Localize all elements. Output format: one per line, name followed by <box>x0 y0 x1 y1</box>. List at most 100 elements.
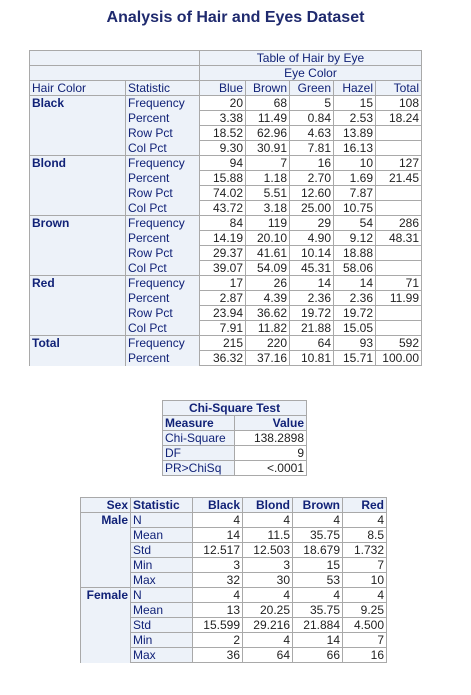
row-group-label: Blond <box>29 155 126 171</box>
table-cell: 39.07 <box>199 260 246 276</box>
table-cell: 12.517 <box>192 542 243 558</box>
table-cell: 4 <box>342 512 387 528</box>
table-cell: 7 <box>342 632 387 648</box>
table-cell: 2.70 <box>289 170 334 186</box>
table-cell: 15.05 <box>333 320 376 336</box>
statistic-label: Row Pct <box>125 305 200 321</box>
table-cell: 23.94 <box>199 305 246 321</box>
column-header: Black <box>192 497 243 513</box>
statistic-label: Row Pct <box>125 245 200 261</box>
table-row: Black Frequency 20 68 5 15 108 <box>29 95 422 111</box>
table-cell: 17 <box>199 275 246 291</box>
table-cell: 10.81 <box>289 350 334 366</box>
sex-stats-table: Sex Statistic Black Blond Brown Red Male N 4 4 4 4… <box>80 497 387 663</box>
sex-group-label <box>80 572 131 588</box>
table-caption: Table of Hair by Eye <box>199 50 422 66</box>
table-row: Male N 4 4 4 4 <box>80 512 387 528</box>
statistic-label: Min <box>130 632 193 648</box>
statistic-label: Col Pct <box>125 200 200 216</box>
table-cell: 18.52 <box>199 125 246 141</box>
row-group-label <box>29 230 126 246</box>
measure-label: Chi-Square <box>162 430 235 446</box>
table-cell: 2 <box>192 632 243 648</box>
table-cell: 2.36 <box>333 290 376 306</box>
stats-header-row: Sex Statistic Black Blond Brown Red <box>80 497 387 513</box>
table-cell: 74.02 <box>199 185 246 201</box>
statistic-label: Std <box>130 617 193 633</box>
sex-group-label: Female <box>80 587 131 603</box>
table-cell <box>375 140 422 156</box>
sex-group-label <box>80 557 131 573</box>
table-cell: 9.30 <box>199 140 246 156</box>
statistic-label: Row Pct <box>125 125 200 141</box>
table-cell <box>375 125 422 141</box>
table-cell: 12.60 <box>289 185 334 201</box>
table-cell: 10.75 <box>333 200 376 216</box>
table-cell: 18.679 <box>292 542 343 558</box>
measure-value: 138.2898 <box>234 430 307 446</box>
row-group-label <box>29 110 126 126</box>
table-row: Percent 15.88 1.18 2.70 1.69 21.45 <box>29 170 422 186</box>
table-cell: 45.31 <box>289 260 334 276</box>
table-cell: 11.49 <box>245 110 290 126</box>
table-cell: 36 <box>192 647 243 663</box>
statistic-label: Max <box>130 647 193 663</box>
col-group-label: Eye Color <box>199 65 422 81</box>
table-cell: 15.71 <box>333 350 376 366</box>
row-group-label <box>29 170 126 186</box>
statistic-label: Percent <box>125 290 200 306</box>
table-cell: 18.24 <box>375 110 422 126</box>
table-row: Col Pct 39.07 54.09 45.31 58.06 <box>29 260 422 276</box>
table-cell: 4.63 <box>289 125 334 141</box>
table-row: DF 9 <box>162 445 307 461</box>
table-cell: 0.84 <box>289 110 334 126</box>
table-cell: 16 <box>289 155 334 171</box>
statistic-label: Row Pct <box>125 185 200 201</box>
table-cell: 20.10 <box>245 230 290 246</box>
table-cell: 3 <box>242 557 293 573</box>
row-group-label <box>29 200 126 216</box>
table-cell: 20.25 <box>242 602 293 618</box>
table-cell: 4 <box>342 587 387 603</box>
table-row: Chi-Square 138.2898 <box>162 430 307 446</box>
table-row: Std 12.517 12.503 18.679 1.732 <box>80 542 387 558</box>
table-row: Col Pct 7.91 11.82 21.88 15.05 <box>29 320 422 336</box>
table-cell: 36.32 <box>199 350 246 366</box>
table-cell: 4 <box>242 632 293 648</box>
table-cell: 37.16 <box>245 350 290 366</box>
table-cell: 119 <box>245 215 290 231</box>
row-group-label: Black <box>29 95 126 111</box>
row-group-label <box>29 125 126 141</box>
table-cell: 13 <box>192 602 243 618</box>
column-header: Brown <box>245 80 290 96</box>
table-cell: 592 <box>375 335 422 351</box>
column-header: Hazel <box>333 80 376 96</box>
table-cell <box>375 305 422 321</box>
table-cell: 16 <box>342 647 387 663</box>
statistic-label: N <box>130 512 193 528</box>
table-cell: 71 <box>375 275 422 291</box>
row-group-label: Total <box>29 335 126 351</box>
table-row: PR>ChiSq <.0001 <box>162 460 307 476</box>
table-cell: 10.14 <box>289 245 334 261</box>
table-row: Row Pct 74.02 5.51 12.60 7.87 <box>29 185 422 201</box>
table-cell: 14 <box>292 632 343 648</box>
column-header: Measure <box>162 415 235 431</box>
column-header: Sex <box>80 497 131 513</box>
table-cell <box>375 260 422 276</box>
table-row: Min 2 4 14 7 <box>80 632 387 648</box>
table-cell: 68 <box>245 95 290 111</box>
table-cell <box>375 185 422 201</box>
table-cell: 16.13 <box>333 140 376 156</box>
table-cell: 4 <box>242 587 293 603</box>
column-header: Statistic <box>130 497 193 513</box>
table-cell: 108 <box>375 95 422 111</box>
table-cell: 15.599 <box>192 617 243 633</box>
statistic-label: Percent <box>125 170 200 186</box>
table-cell: 35.75 <box>292 602 343 618</box>
column-header: Red <box>342 497 387 513</box>
table-cell: 9.25 <box>342 602 387 618</box>
row-group-label <box>29 260 126 276</box>
row-group-label <box>29 350 126 366</box>
table-row: Row Pct 23.94 36.62 19.72 19.72 <box>29 305 422 321</box>
